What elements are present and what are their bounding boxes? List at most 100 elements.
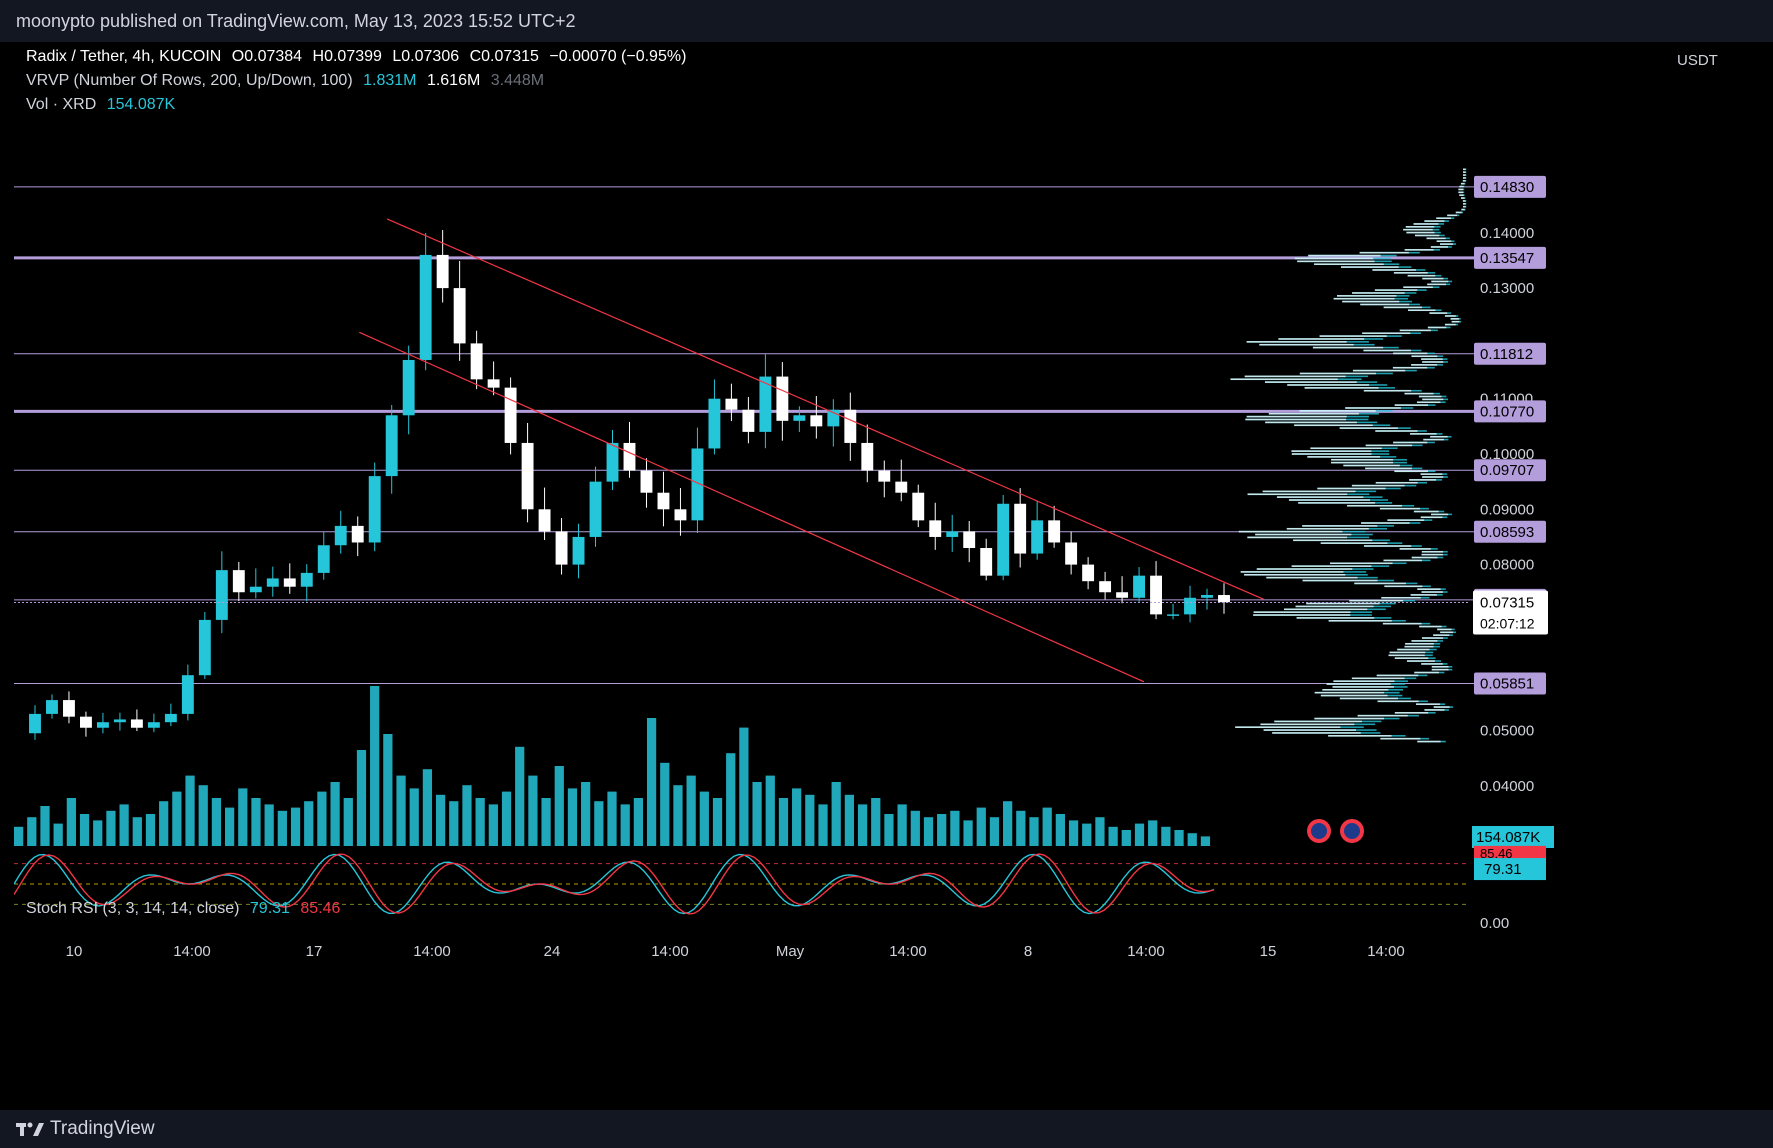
- vrvp-row-down: [1430, 246, 1449, 248]
- volume-bar: [93, 820, 103, 846]
- vrvp-row-down: [1230, 378, 1338, 381]
- volume-bar: [330, 782, 340, 846]
- volume-bar: [475, 798, 485, 846]
- vrvp-row-down: [1424, 220, 1445, 222]
- vrvp-row-down: [1399, 548, 1431, 550]
- vrvp-row-down: [1376, 674, 1419, 677]
- vrvp-row-down: [1440, 631, 1454, 634]
- volume-bar: [1082, 823, 1092, 846]
- ohlc-change: −0.00070 (−0.95%): [549, 48, 687, 65]
- vrvp-row-down: [1447, 214, 1458, 217]
- vrvp-row-down: [1361, 522, 1410, 524]
- volume-bar: [317, 791, 327, 846]
- level-label-box: [1474, 400, 1546, 423]
- vrvp-row-down: [1375, 430, 1418, 432]
- volume-bar: [594, 801, 604, 846]
- stoch-label[interactable]: Stoch RSI (3, 3, 14, 14, close): [26, 900, 240, 917]
- vrvp-row-down: [1264, 381, 1357, 383]
- channel-lower-line: [359, 331, 1145, 683]
- volume-label-box: [1472, 826, 1554, 848]
- vrvp-row-down: [1359, 251, 1409, 254]
- candle-body: [181, 675, 194, 714]
- vrvp-row-down: [1330, 562, 1393, 565]
- vrvp-row-down: [1331, 458, 1394, 461]
- last-price-label: 0.07315: [1480, 594, 1534, 611]
- vrvp-row-down: [1414, 671, 1439, 674]
- vrvp-row-down: [1409, 479, 1437, 481]
- volume-bar: [462, 785, 472, 846]
- chart-canvas[interactable]: 0.140000.130000.110000.100000.090000.080…: [14, 42, 1758, 1110]
- vrvp-row-down: [1302, 525, 1378, 527]
- volume-bar: [792, 788, 802, 846]
- volume-bar: [145, 814, 156, 846]
- vrvp-row-down: [1363, 545, 1412, 547]
- level-label: 0.11812: [1480, 346, 1533, 363]
- vrvp-row-down: [1246, 341, 1347, 343]
- publisher-info: moonypto published on TradingView.com, M…: [16, 11, 576, 31]
- us-flag-icon-inner: [1344, 823, 1360, 839]
- volume-bar: [1174, 830, 1184, 846]
- price-tick-label: 0.04000: [1480, 778, 1534, 795]
- vrvp-row-down: [1411, 355, 1438, 358]
- time-axis-label: 24: [544, 943, 561, 960]
- vrvp-row-down: [1374, 289, 1418, 291]
- vrvp-row-down: [1293, 539, 1373, 542]
- vrvp-row-down: [1394, 712, 1429, 714]
- volume-bar: [686, 775, 696, 846]
- vrvp-row-down: [1421, 358, 1443, 360]
- volume-bar: [501, 791, 512, 846]
- volume-bar: [422, 769, 433, 846]
- candle-body: [130, 719, 143, 728]
- vrvp-row-down: [1422, 398, 1444, 401]
- volume-bar: [778, 798, 789, 846]
- volume-bar: [976, 807, 986, 846]
- candle-body: [368, 476, 381, 543]
- vrvp-row-down: [1451, 320, 1460, 323]
- vrvp-row-down: [1253, 611, 1351, 613]
- volume-bar: [1029, 817, 1039, 846]
- tradingview-logo[interactable]: TradingView: [16, 1118, 155, 1140]
- symbol-name[interactable]: Radix / Tether, 4h, KUCOIN: [26, 48, 222, 65]
- level-label-box: [1474, 672, 1546, 695]
- volume-bar: [646, 718, 657, 846]
- vol-value: 154.087K: [106, 96, 176, 113]
- candle-body: [1099, 581, 1112, 593]
- vrvp-row-down: [1298, 502, 1376, 504]
- vrvp-row-down: [1431, 513, 1449, 516]
- footer-bar: TradingView: [0, 1110, 1773, 1148]
- volume-bar: [1108, 826, 1118, 846]
- vrvp-row-down: [1422, 277, 1444, 280]
- volume-bar: [211, 798, 222, 846]
- volume-bar: [14, 826, 24, 846]
- level-label-box: [1474, 342, 1546, 365]
- vrvp-row-down: [1406, 660, 1435, 662]
- stoch-d-value: 85.46: [300, 900, 341, 917]
- vrvp-row-down: [1352, 292, 1405, 294]
- vrvp-row-down: [1304, 387, 1379, 389]
- vrvp-row-down: [1463, 168, 1466, 171]
- vrvp-row-down: [1314, 691, 1385, 694]
- vrvp-row-down: [1419, 625, 1442, 628]
- candle-body: [63, 700, 75, 717]
- volume-bar: [396, 775, 406, 846]
- candle-body: [164, 713, 177, 723]
- vrvp-row-down: [1351, 484, 1405, 487]
- volume-bar: [554, 766, 564, 846]
- vrvp-row-down: [1299, 372, 1376, 375]
- vrvp-row-down: [1437, 628, 1452, 631]
- volume-bar: [884, 814, 894, 846]
- vrvp-label[interactable]: VRVP (Number Of Rows, 200, Up/Down, 100): [26, 72, 353, 89]
- vrvp-row-down: [1417, 740, 1441, 743]
- candle-body: [759, 376, 772, 432]
- vrvp-row-down: [1238, 530, 1343, 533]
- us-flag-icon-inner: [1311, 823, 1327, 839]
- chart-frame[interactable]: 0.14000 0.13000 0.11000 0.10000 0.09000 0.080…: [14, 42, 1758, 1110]
- vrvp-row-down: [1363, 349, 1411, 352]
- vrvp-row-down: [1440, 243, 1454, 245]
- vol-label[interactable]: Vol · XRD: [26, 96, 97, 113]
- vrvp-row-down: [1332, 686, 1394, 688]
- vrvp-row-down: [1463, 205, 1466, 208]
- vrvp-row-down: [1433, 634, 1450, 636]
- vrvp-row-down: [1416, 703, 1440, 705]
- vrvp-row-down: [1322, 688, 1389, 691]
